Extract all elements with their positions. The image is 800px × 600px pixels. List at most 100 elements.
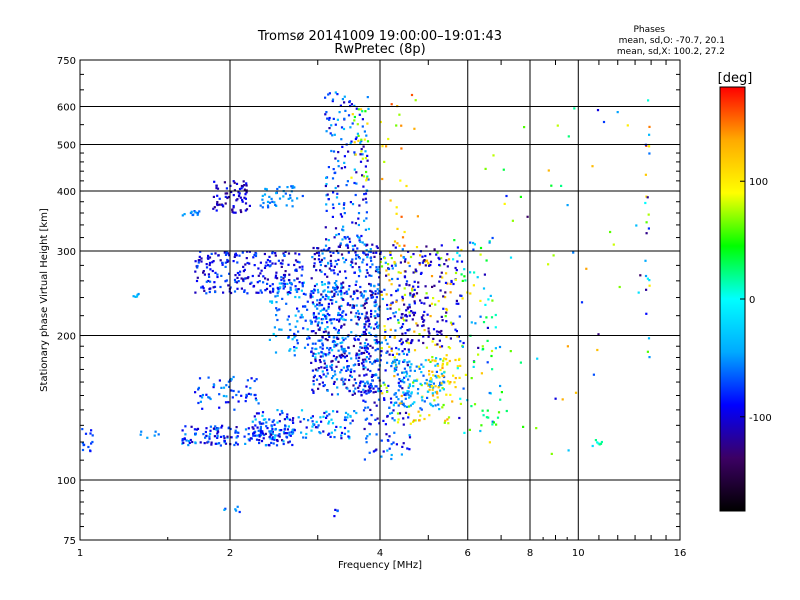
data-point (386, 439, 389, 442)
data-point (405, 309, 408, 312)
data-point (349, 126, 352, 129)
data-point (362, 380, 365, 383)
data-point (486, 326, 489, 329)
data-point (360, 346, 363, 349)
data-point (271, 428, 274, 431)
data-point (359, 342, 362, 345)
data-point (387, 273, 390, 276)
data-point (214, 290, 217, 294)
data-point (353, 151, 356, 154)
data-point (409, 292, 412, 295)
data-point (385, 274, 388, 277)
data-point (294, 325, 297, 328)
data-point (351, 203, 355, 206)
data-point (365, 134, 368, 137)
data-point (403, 348, 406, 351)
data-point (198, 377, 202, 380)
data-point (364, 228, 367, 231)
data-point (400, 453, 403, 456)
data-point (190, 425, 193, 428)
data-point (412, 419, 416, 422)
data-point (368, 282, 371, 286)
data-point (248, 262, 251, 265)
data-point (412, 385, 415, 388)
data-point (244, 442, 247, 445)
data-point (302, 305, 305, 308)
data-point (269, 435, 272, 438)
data-point (266, 264, 270, 267)
data-point (236, 435, 239, 438)
data-point (234, 431, 237, 434)
data-point (409, 422, 412, 425)
data-point (398, 339, 401, 342)
data-point (455, 299, 458, 302)
data-point (449, 393, 452, 396)
data-point (430, 403, 433, 407)
data-point (401, 371, 404, 374)
data-point (395, 358, 398, 361)
data-point (371, 296, 375, 299)
data-point (364, 317, 367, 320)
data-point (344, 270, 347, 273)
data-point (376, 246, 379, 249)
data-point (209, 432, 212, 435)
data-point (585, 267, 588, 270)
data-point (353, 410, 356, 413)
data-point (269, 300, 272, 303)
data-point (153, 434, 156, 437)
data-point (443, 371, 446, 374)
data-point (479, 315, 482, 318)
data-point (400, 215, 403, 218)
data-point (340, 296, 343, 299)
data-point (312, 391, 315, 394)
data-point (366, 350, 369, 353)
data-point (322, 352, 325, 355)
data-point (364, 323, 367, 326)
data-point (408, 328, 411, 331)
data-point (364, 299, 367, 303)
data-point (417, 281, 420, 284)
data-point (83, 443, 86, 446)
data-point (378, 265, 381, 269)
data-point (333, 515, 336, 518)
data-point (268, 255, 271, 258)
data-point (325, 203, 328, 206)
data-point (327, 307, 330, 310)
data-point (312, 302, 315, 306)
data-point (431, 356, 434, 359)
colorbar-tick-label: 0 (749, 295, 755, 306)
data-point (253, 415, 256, 418)
data-point (436, 392, 439, 395)
data-point (375, 268, 378, 271)
data-point (230, 190, 233, 194)
data-point (359, 240, 362, 243)
data-point (382, 381, 385, 384)
data-point (227, 401, 230, 404)
data-point (244, 197, 247, 200)
data-point (376, 358, 379, 361)
data-point (252, 256, 255, 259)
data-point (401, 341, 404, 344)
data-point (397, 381, 400, 384)
data-point (333, 345, 336, 348)
data-point (204, 430, 207, 434)
data-point (263, 252, 266, 256)
data-point (399, 380, 402, 383)
data-point (365, 179, 368, 182)
data-point (648, 133, 651, 136)
data-point (354, 193, 357, 197)
data-point (364, 192, 368, 195)
data-point (401, 323, 405, 326)
data-point (249, 437, 252, 440)
data-point (404, 411, 408, 414)
data-point (347, 365, 350, 368)
data-point (361, 157, 364, 160)
data-point (277, 259, 280, 262)
data-point (310, 290, 313, 293)
data-point (365, 417, 369, 420)
data-point (422, 365, 425, 368)
data-point (373, 284, 376, 287)
data-point (331, 368, 334, 371)
data-point (275, 192, 278, 195)
data-point (410, 392, 413, 395)
